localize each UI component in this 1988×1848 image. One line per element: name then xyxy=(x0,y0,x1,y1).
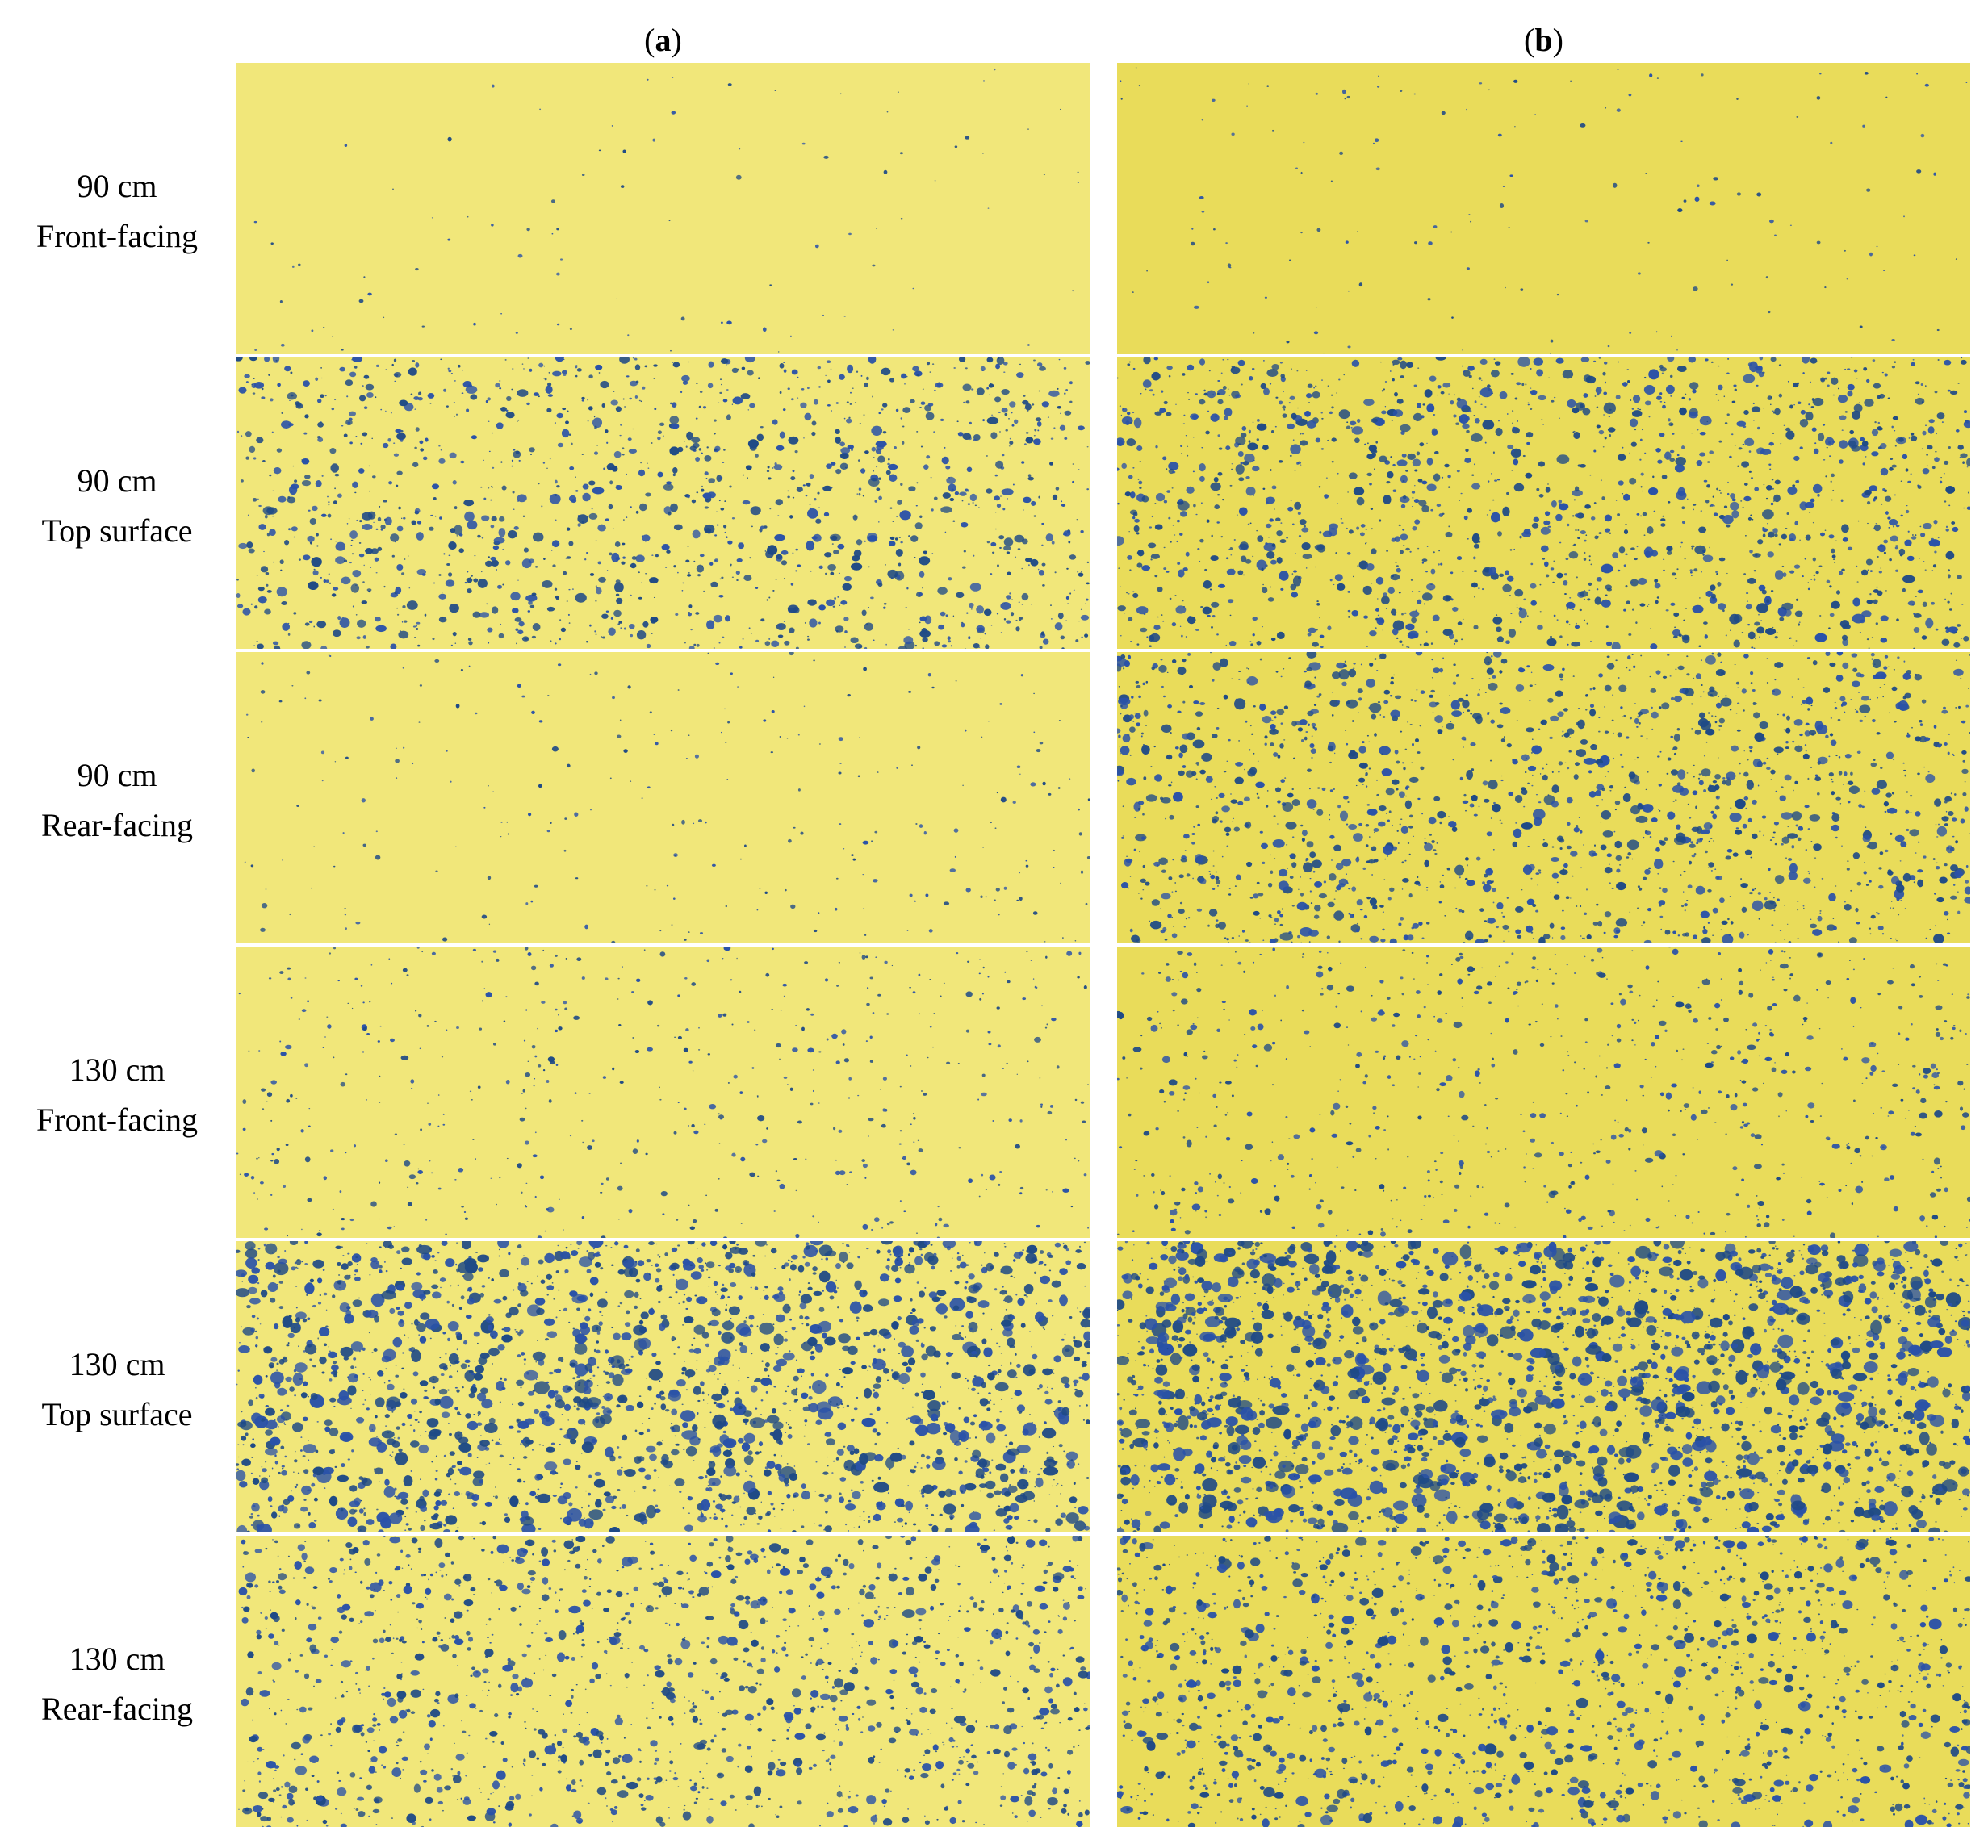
column-title-b: (b) xyxy=(1524,22,1563,58)
row-label-1: 90 cm Front-facing xyxy=(0,161,234,261)
droplet-pattern xyxy=(236,63,1090,354)
droplet-pattern xyxy=(1117,357,1970,649)
droplet-pattern xyxy=(236,357,1090,649)
row-label-4: 130 cm Front-facing xyxy=(0,1045,234,1145)
spray-card-b-1 xyxy=(1117,63,1970,354)
spray-card-b-5 xyxy=(1117,1241,1970,1532)
droplet-pattern xyxy=(236,1241,1090,1532)
row-surface: Front-facing xyxy=(36,218,198,254)
spray-card-a-3 xyxy=(236,652,1090,943)
row-label-3: 90 cm Rear-facing xyxy=(0,750,234,851)
droplet-pattern xyxy=(236,652,1090,943)
row-surface: Top surface xyxy=(41,1396,193,1432)
row-surface: Front-facing xyxy=(36,1102,198,1138)
row-surface: Rear-facing xyxy=(41,807,193,843)
row-height: 130 cm xyxy=(69,1641,165,1677)
droplet-pattern xyxy=(236,947,1090,1238)
row-height: 90 cm xyxy=(77,757,157,793)
droplet-pattern xyxy=(1117,1536,1970,1827)
spray-card-b-6 xyxy=(1117,1536,1970,1827)
droplet-pattern xyxy=(1117,947,1970,1238)
column-letter-b: b xyxy=(1534,22,1553,58)
spray-card-a-6 xyxy=(236,1536,1090,1827)
row-height: 130 cm xyxy=(69,1346,165,1382)
row-surface: Rear-facing xyxy=(41,1691,193,1727)
row-height: 130 cm xyxy=(69,1052,165,1088)
spray-card-b-3 xyxy=(1117,652,1970,943)
row-height: 90 cm xyxy=(77,168,157,204)
droplet-pattern xyxy=(236,1536,1090,1827)
row-height: 90 cm xyxy=(77,462,157,499)
droplet-pattern xyxy=(1117,652,1970,943)
spray-card-b-4 xyxy=(1117,947,1970,1238)
row-label-5: 130 cm Top surface xyxy=(0,1340,234,1440)
spray-card-a-4 xyxy=(236,947,1090,1238)
spray-card-a-5 xyxy=(236,1241,1090,1532)
droplet-pattern xyxy=(1117,1241,1970,1532)
spray-card-a-2 xyxy=(236,357,1090,649)
spray-card-b-2 xyxy=(1117,357,1970,649)
spray-card-a-1 xyxy=(236,63,1090,354)
row-label-2: 90 cm Top surface xyxy=(0,456,234,556)
column-letter-a: a xyxy=(655,22,672,58)
row-surface: Top surface xyxy=(41,512,193,549)
droplet-pattern xyxy=(1117,63,1970,354)
column-title-a: (a) xyxy=(644,22,682,58)
row-label-6: 130 cm Rear-facing xyxy=(0,1634,234,1734)
